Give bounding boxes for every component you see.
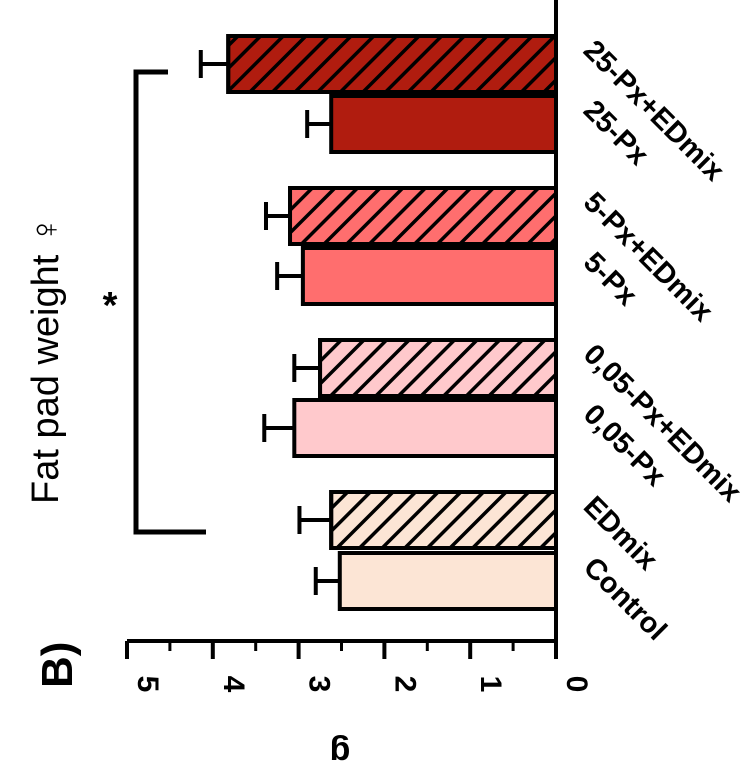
- value-tick-label-5: 5: [131, 676, 164, 693]
- error-bars-group: [198, 50, 340, 595]
- significance-bracket-line: [133, 69, 206, 535]
- bar-0: [337, 551, 558, 611]
- category-labels-group: ControlEDmix0,05-Px0,05-Px+EDmix5-Px5-Px…: [577, 34, 747, 647]
- value-tick-label-3: 3: [303, 676, 336, 693]
- significance-bracket: *: [103, 69, 206, 535]
- bar-4: [300, 246, 559, 306]
- category-label-0: Control: [577, 551, 673, 647]
- value-tick-label-1: 1: [474, 676, 507, 693]
- y-axis-label: g: [330, 734, 351, 772]
- value-tick-label-0: 0: [560, 676, 593, 693]
- chart-title: Fat pad weight ♀: [25, 216, 67, 504]
- panel-label: B): [33, 642, 82, 688]
- bar-hatch-5: [288, 186, 558, 246]
- bar-hatch-7: [226, 34, 559, 94]
- bar-6: [329, 94, 559, 154]
- bars-group: [226, 34, 559, 611]
- bar-2: [292, 398, 558, 458]
- value-tick-label-2: 2: [388, 676, 421, 693]
- bar-hatch-3: [318, 338, 558, 398]
- value-ticks-group: 0 1 2 3 4 5: [125, 641, 593, 693]
- bar-hatch-1: [329, 490, 559, 550]
- value-tick-label-4: 4: [217, 676, 250, 693]
- significance-marker: *: [103, 285, 118, 327]
